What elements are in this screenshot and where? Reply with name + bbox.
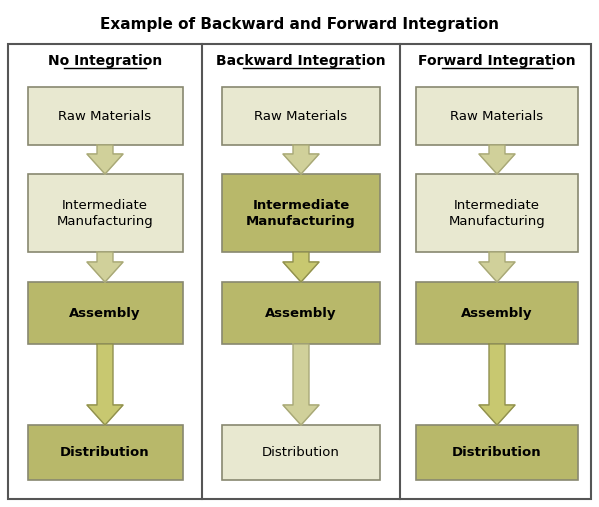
Polygon shape bbox=[87, 405, 123, 425]
Text: Assembly: Assembly bbox=[69, 307, 141, 319]
Text: Raw Materials: Raw Materials bbox=[255, 110, 347, 123]
Polygon shape bbox=[479, 405, 515, 425]
FancyBboxPatch shape bbox=[28, 174, 183, 252]
Polygon shape bbox=[283, 262, 319, 282]
FancyBboxPatch shape bbox=[489, 145, 505, 154]
Polygon shape bbox=[479, 262, 515, 282]
Text: Example of Backward and Forward Integration: Example of Backward and Forward Integrat… bbox=[99, 17, 498, 32]
Text: Assembly: Assembly bbox=[265, 307, 337, 319]
Text: Distribution: Distribution bbox=[452, 446, 542, 459]
Polygon shape bbox=[87, 154, 123, 174]
FancyBboxPatch shape bbox=[8, 44, 591, 499]
Polygon shape bbox=[87, 262, 123, 282]
FancyBboxPatch shape bbox=[489, 252, 505, 262]
FancyBboxPatch shape bbox=[28, 87, 183, 145]
Text: Intermediate
Manufacturing: Intermediate Manufacturing bbox=[449, 199, 545, 228]
Text: Intermediate
Manufacturing: Intermediate Manufacturing bbox=[57, 199, 153, 228]
Text: Assembly: Assembly bbox=[461, 307, 533, 319]
Text: Backward Integration: Backward Integration bbox=[216, 54, 386, 68]
FancyBboxPatch shape bbox=[222, 282, 380, 344]
FancyBboxPatch shape bbox=[293, 145, 309, 154]
Text: Raw Materials: Raw Materials bbox=[59, 110, 152, 123]
FancyBboxPatch shape bbox=[416, 282, 578, 344]
Polygon shape bbox=[479, 154, 515, 174]
FancyBboxPatch shape bbox=[222, 174, 380, 252]
Polygon shape bbox=[283, 154, 319, 174]
Text: Intermediate
Manufacturing: Intermediate Manufacturing bbox=[246, 199, 356, 228]
Text: Forward Integration: Forward Integration bbox=[418, 54, 576, 68]
Polygon shape bbox=[283, 405, 319, 425]
FancyBboxPatch shape bbox=[97, 252, 113, 262]
FancyBboxPatch shape bbox=[416, 87, 578, 145]
FancyBboxPatch shape bbox=[489, 344, 505, 405]
FancyBboxPatch shape bbox=[416, 174, 578, 252]
FancyBboxPatch shape bbox=[97, 145, 113, 154]
FancyBboxPatch shape bbox=[97, 344, 113, 405]
FancyBboxPatch shape bbox=[28, 282, 183, 344]
FancyBboxPatch shape bbox=[416, 425, 578, 480]
Text: Raw Materials: Raw Materials bbox=[450, 110, 543, 123]
FancyBboxPatch shape bbox=[293, 344, 309, 405]
Text: No Integration: No Integration bbox=[48, 54, 162, 68]
FancyBboxPatch shape bbox=[293, 252, 309, 262]
Text: Distribution: Distribution bbox=[262, 446, 340, 459]
FancyBboxPatch shape bbox=[222, 425, 380, 480]
Text: Distribution: Distribution bbox=[60, 446, 150, 459]
FancyBboxPatch shape bbox=[222, 87, 380, 145]
FancyBboxPatch shape bbox=[28, 425, 183, 480]
